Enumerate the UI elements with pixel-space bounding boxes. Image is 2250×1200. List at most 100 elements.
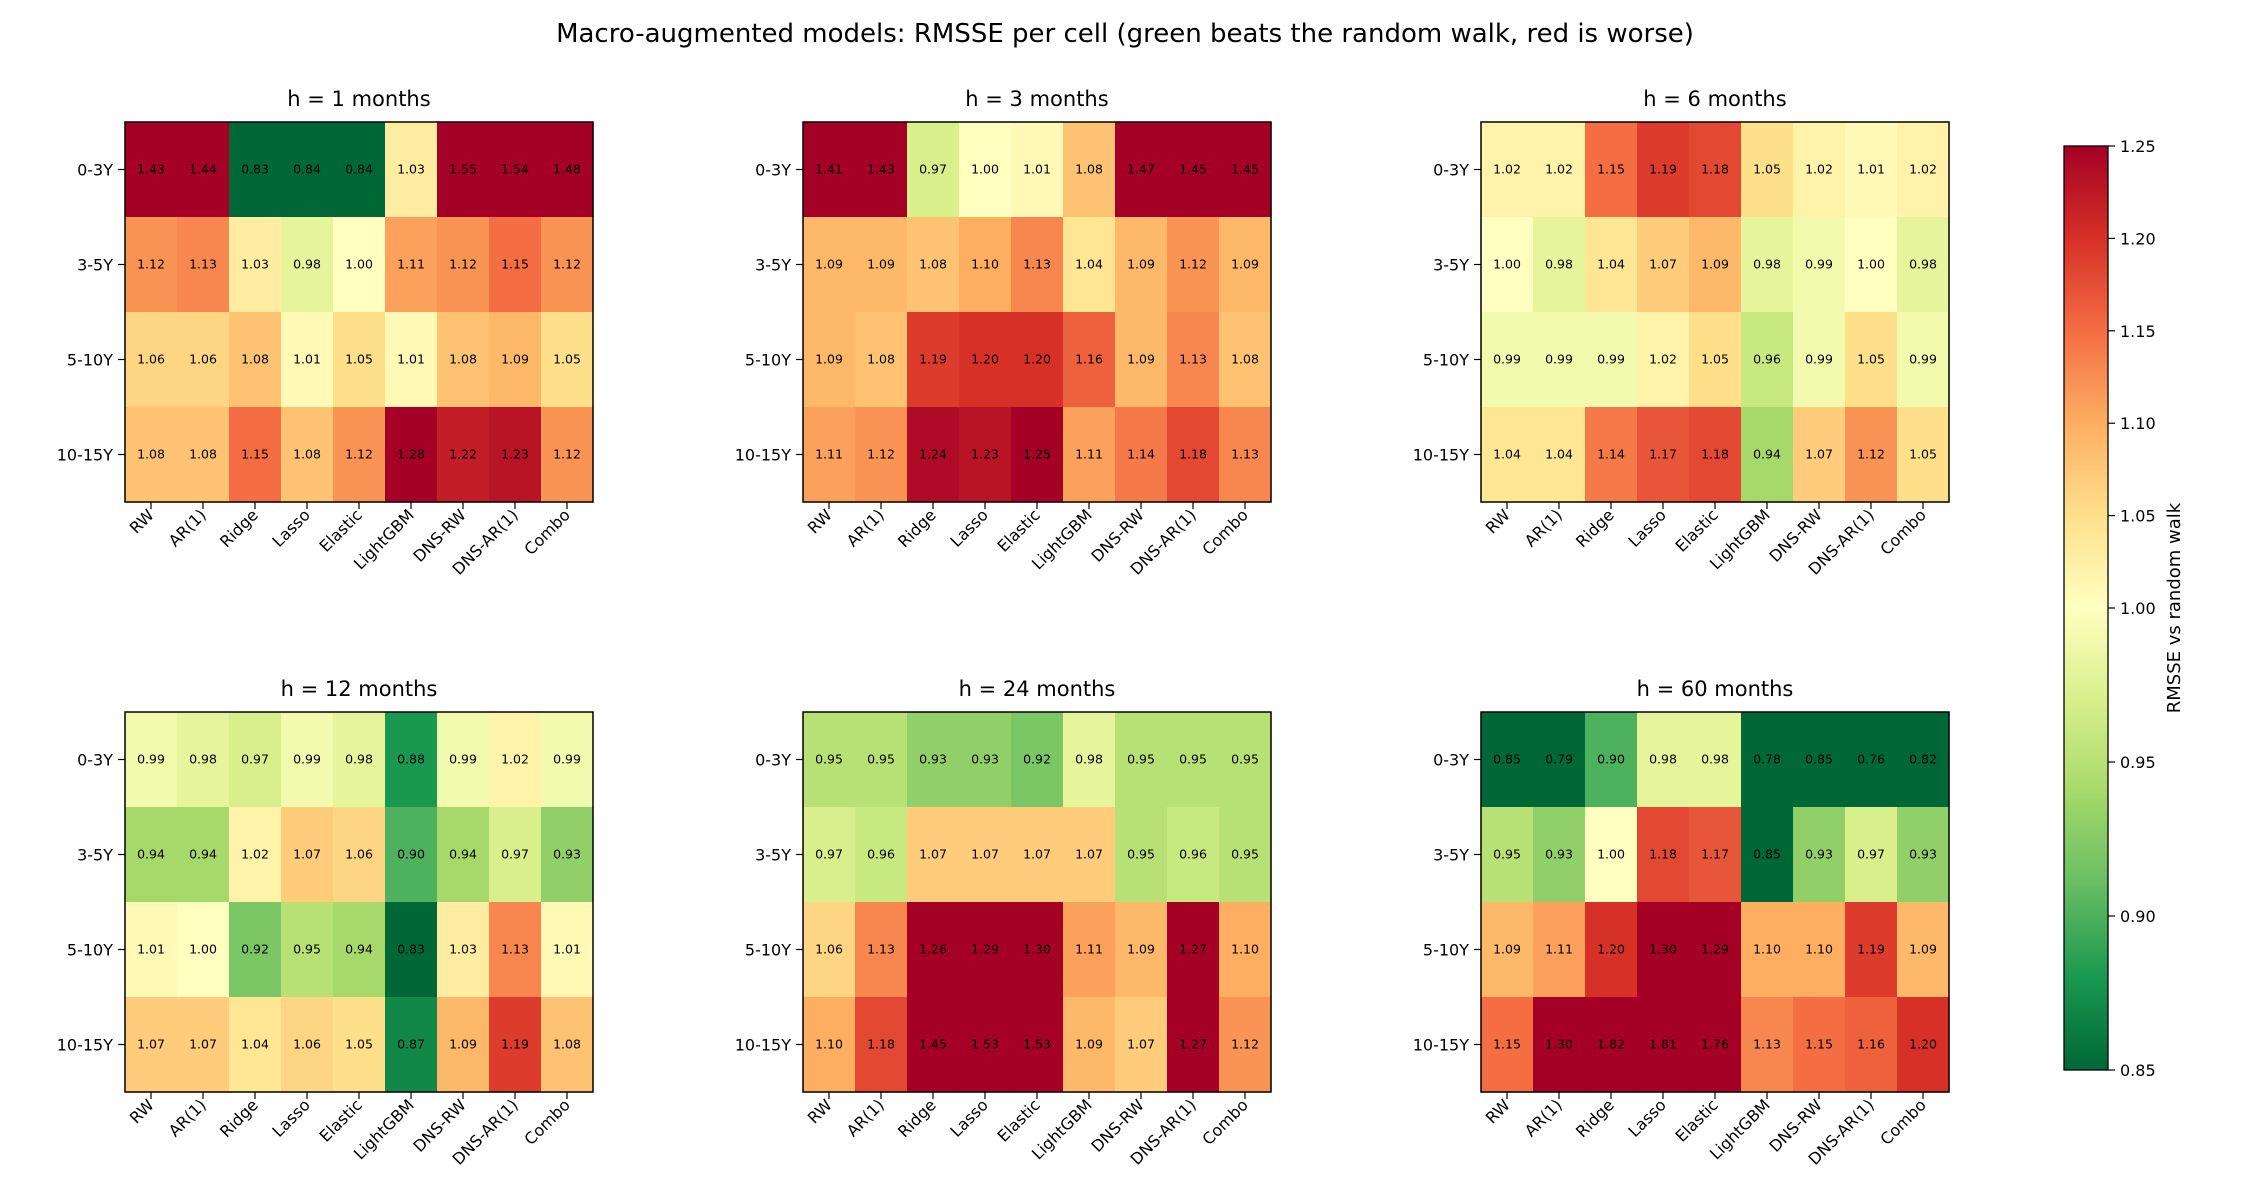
- heatmap-cell: [281, 997, 334, 1093]
- cell-value-label: 1.04: [1545, 447, 1573, 462]
- cell-value-label: 0.93: [1805, 847, 1833, 862]
- cell-value-label: 1.82: [1597, 1037, 1625, 1052]
- y-tick-label: 5-10Y: [745, 941, 791, 960]
- heatmap-cell: [333, 312, 386, 408]
- x-tick-label: RW: [126, 1095, 158, 1127]
- heatmap-cell: [1845, 997, 1898, 1093]
- cell-value-label: 1.09: [1127, 257, 1155, 272]
- heatmap-cell: [177, 807, 230, 903]
- cell-value-label: 1.06: [189, 352, 217, 367]
- heatmap-cell: [281, 407, 334, 503]
- heatmap-cell: [385, 997, 438, 1093]
- panel-title: h = 6 months: [1643, 87, 1786, 111]
- heatmap-cell: [229, 902, 282, 998]
- cell-value-label: 1.09: [449, 1037, 477, 1052]
- heatmap-cell: [1219, 807, 1272, 903]
- cell-value-label: 1.12: [867, 447, 895, 462]
- cell-value-label: 1.11: [1545, 942, 1573, 957]
- cell-value-label: 1.03: [449, 942, 477, 957]
- heatmap-cell: [1637, 312, 1690, 408]
- x-tick-label: Elastic: [993, 1095, 1043, 1145]
- cell-value-label: 1.09: [1075, 1037, 1103, 1052]
- heatmap-cell: [437, 712, 490, 808]
- cell-value-label: 0.93: [919, 752, 947, 767]
- heatmap-cell: [177, 122, 230, 218]
- heatmap-cell: [125, 122, 178, 218]
- heatmap-cell: [1897, 902, 1950, 998]
- cell-value-label: 1.09: [815, 352, 843, 367]
- heatmap-cell: [1741, 407, 1794, 503]
- cell-value-label: 1.07: [1805, 447, 1833, 462]
- heatmap-cell: [803, 407, 856, 503]
- colorbar-label: RMSSE vs random walk: [2164, 502, 2185, 713]
- cell-value-label: 1.14: [1127, 447, 1155, 462]
- cell-value-label: 1.27: [1179, 942, 1207, 957]
- cell-value-label: 1.16: [1857, 1037, 1885, 1052]
- heatmap-panel: h = 60 months 0.85 0.79 0.90 0.98 0.98 0.78 0.8…: [1413, 677, 1950, 1169]
- heatmap-cell: [333, 997, 386, 1093]
- cell-value-label: 0.98: [293, 257, 321, 272]
- cell-value-label: 1.20: [1023, 352, 1051, 367]
- cell-value-label: 1.12: [1179, 257, 1207, 272]
- cell-value-label: 1.24: [919, 447, 947, 462]
- heatmap-cell: [1481, 807, 1534, 903]
- heatmap-cell: [1011, 902, 1064, 998]
- cell-value-label: 0.99: [137, 752, 165, 767]
- panel-title: h = 12 months: [281, 677, 438, 701]
- cell-value-label: 1.27: [1179, 1037, 1207, 1052]
- heatmap-cell: [1011, 122, 1064, 218]
- heatmap-cell: [1689, 122, 1742, 218]
- cell-value-label: 1.13: [1753, 1037, 1781, 1052]
- cell-value-label: 0.99: [553, 752, 581, 767]
- heatmap-cell: [1167, 807, 1220, 903]
- cell-value-label: 1.16: [1075, 352, 1103, 367]
- cell-value-label: 1.08: [189, 447, 217, 462]
- heatmap-cell: [1637, 712, 1690, 808]
- heatmap-cell: [1167, 407, 1220, 503]
- heatmap-cell: [1585, 122, 1638, 218]
- heatmap-cell: [385, 122, 438, 218]
- cell-value-label: 1.13: [1231, 447, 1259, 462]
- heatmap-cell: [1533, 312, 1586, 408]
- cell-value-label: 1.54: [501, 162, 529, 177]
- cell-value-label: 1.12: [1857, 447, 1885, 462]
- x-tick-label: Elastic: [315, 1095, 365, 1145]
- heatmap-cell: [489, 712, 542, 808]
- heatmap-cell: [177, 712, 230, 808]
- heatmap-cell: [541, 312, 594, 408]
- cell-value-label: 0.96: [1753, 352, 1781, 367]
- heatmap-cell: [1115, 902, 1168, 998]
- heatmap-cell: [803, 122, 856, 218]
- cell-value-label: 0.84: [345, 162, 373, 177]
- cell-value-label: 1.08: [553, 1037, 581, 1052]
- cell-value-label: 0.99: [1597, 352, 1625, 367]
- x-tick-label: Ridge: [1572, 505, 1618, 551]
- y-tick-label: 5-10Y: [67, 941, 113, 960]
- cell-value-label: 1.00: [189, 942, 217, 957]
- heatmap-cell: [907, 807, 960, 903]
- x-tick-label: AR(1): [1521, 1095, 1566, 1140]
- cell-value-label: 0.99: [1545, 352, 1573, 367]
- x-tick-label: Combo: [1876, 1095, 1929, 1148]
- colorbar-tick-label: 1.05: [2120, 507, 2156, 526]
- cell-value-label: 1.11: [1075, 447, 1103, 462]
- x-tick-label: Lasso: [946, 505, 991, 550]
- heatmap-cell: [1533, 807, 1586, 903]
- heatmap-cell: [1481, 407, 1534, 503]
- cell-value-label: 1.25: [1023, 447, 1051, 462]
- heatmap-cell: [907, 217, 960, 313]
- heatmap-cell: [1115, 217, 1168, 313]
- y-tick-label: 5-10Y: [67, 351, 113, 370]
- heatmap-cell: [437, 407, 490, 503]
- heatmap-cell: [855, 902, 908, 998]
- cell-value-label: 1.15: [241, 447, 269, 462]
- heatmap-cell: [1219, 312, 1272, 408]
- heatmap-cell: [855, 807, 908, 903]
- colorbar-tick-label: 0.90: [2120, 907, 2156, 926]
- heatmap-cell: [855, 997, 908, 1093]
- heatmap-cell: [1115, 807, 1168, 903]
- heatmap-cell: [177, 407, 230, 503]
- heatmap-cell: [1219, 712, 1272, 808]
- cell-value-label: 0.87: [397, 1037, 425, 1052]
- heatmap-cell: [1741, 122, 1794, 218]
